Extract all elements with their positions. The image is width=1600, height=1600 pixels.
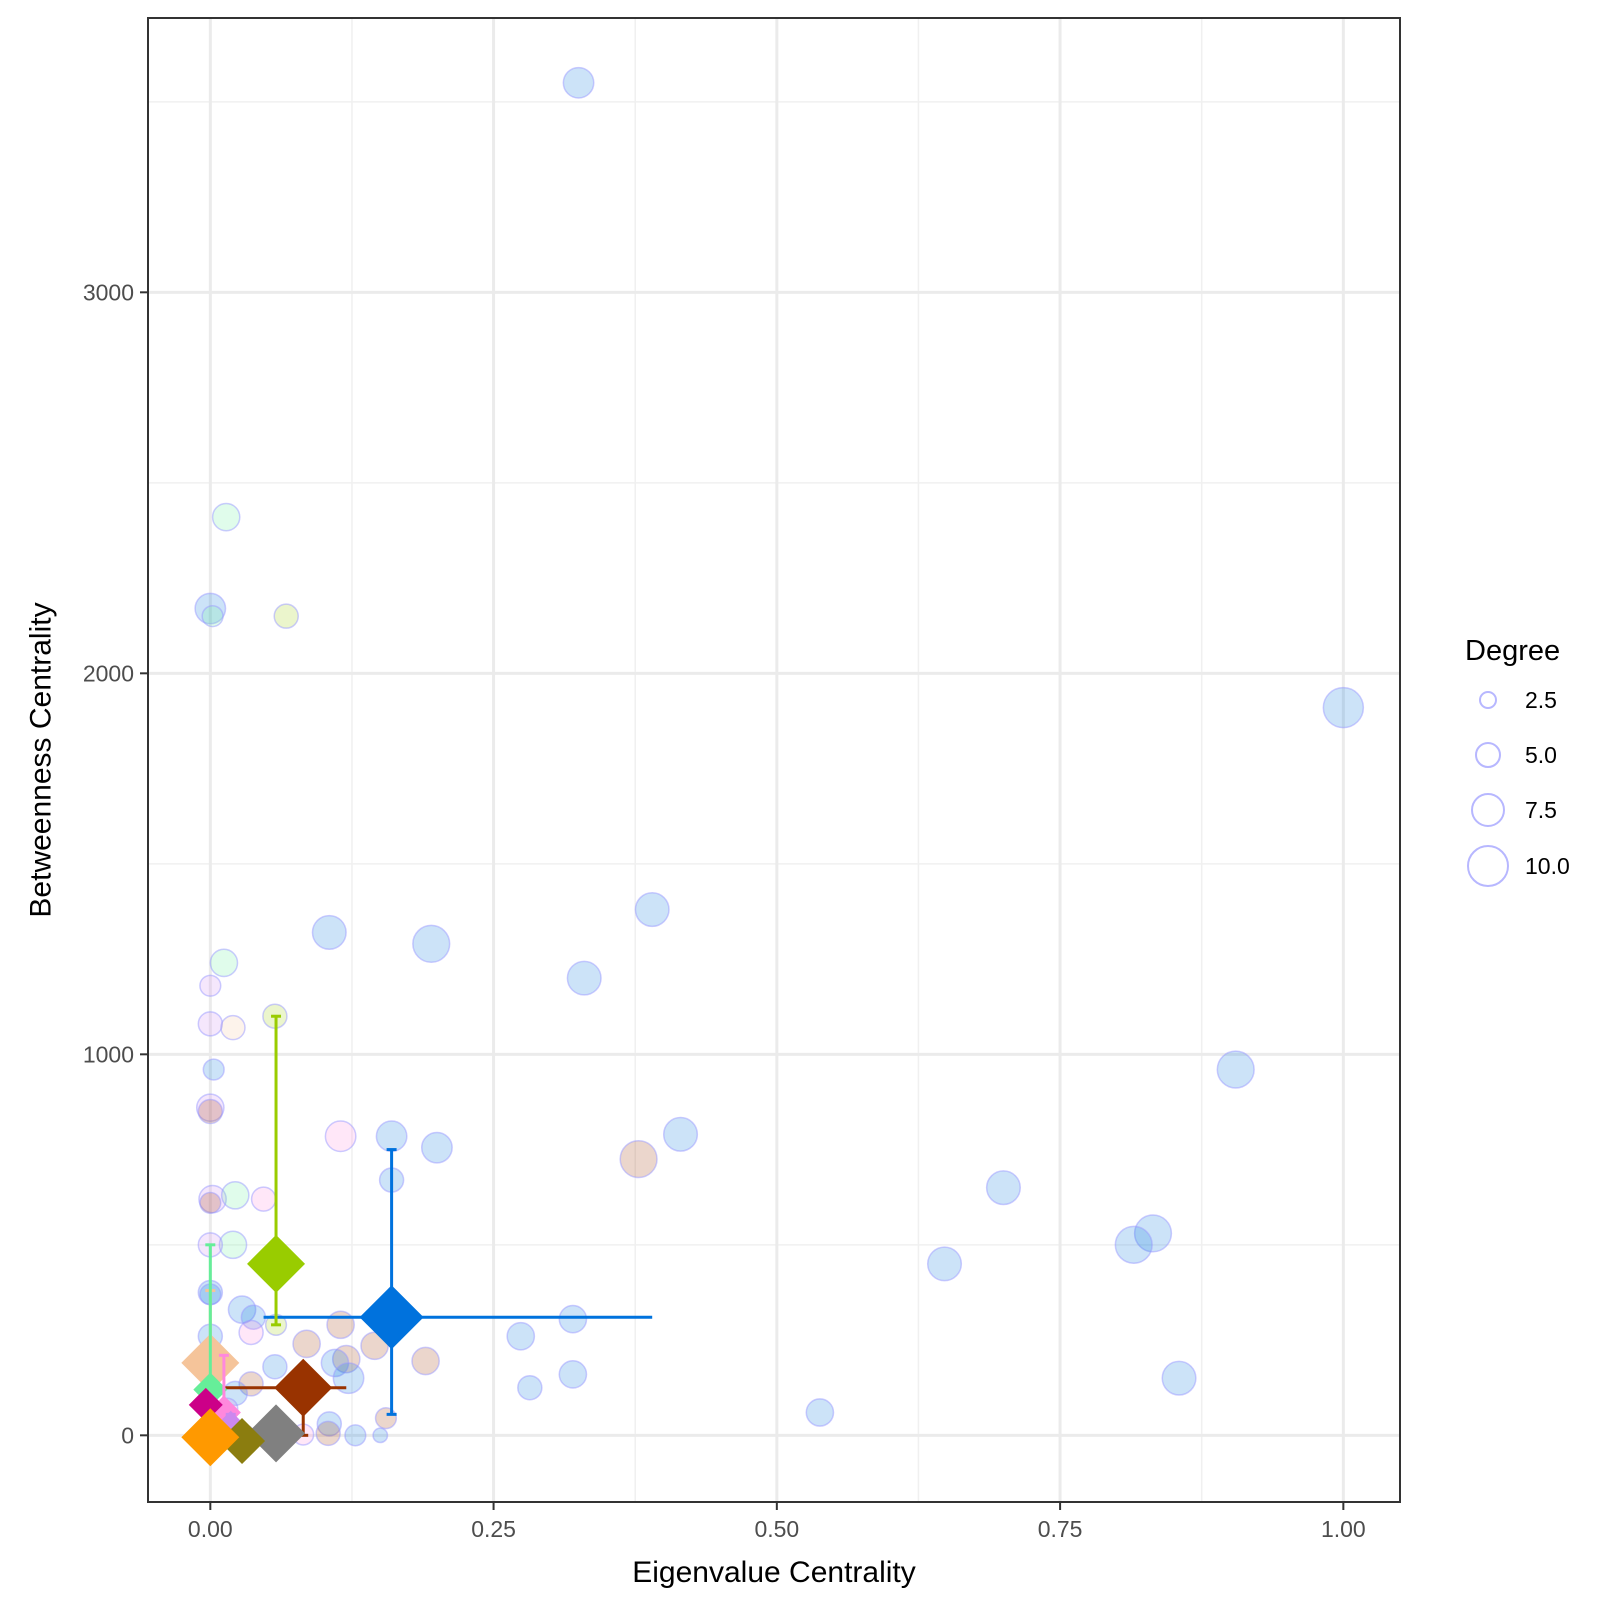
y-tick-label: 1000 bbox=[83, 1041, 134, 1067]
data-point bbox=[562, 66, 595, 99]
data-point bbox=[273, 603, 299, 629]
legend-key-circle bbox=[1471, 793, 1505, 827]
data-point bbox=[238, 1319, 264, 1346]
x-tick-label: 1.00 bbox=[1321, 1516, 1366, 1542]
data-point bbox=[662, 1116, 699, 1152]
x-axis-title: Eigenvalue Centrality bbox=[632, 1556, 916, 1589]
data-point bbox=[1114, 1225, 1153, 1264]
x-tick-label: 0.50 bbox=[754, 1516, 799, 1542]
grid bbox=[148, 18, 1400, 1502]
data-point bbox=[227, 1295, 257, 1324]
data-points bbox=[194, 66, 1365, 1447]
data-point bbox=[926, 1246, 963, 1282]
y-tick-label: 3000 bbox=[83, 279, 134, 305]
data-point bbox=[1133, 1214, 1173, 1253]
data-point bbox=[634, 891, 670, 928]
data-point bbox=[262, 1353, 288, 1380]
data-point bbox=[1161, 1360, 1197, 1396]
data-point bbox=[619, 1139, 658, 1179]
data-point bbox=[197, 1011, 224, 1037]
data-point bbox=[250, 1186, 277, 1212]
data-point bbox=[311, 914, 347, 950]
legend: Degree 2.5 5.0 7.5 10.0 bbox=[1465, 635, 1570, 887]
data-point bbox=[315, 1420, 341, 1447]
group-mean-marker bbox=[359, 1285, 424, 1350]
legend-key-circle bbox=[1475, 742, 1501, 768]
legend-title: Degree bbox=[1465, 635, 1560, 667]
x-tick-label: 0.00 bbox=[188, 1516, 233, 1542]
data-point bbox=[197, 1098, 224, 1125]
legend-label: 5.0 bbox=[1525, 742, 1557, 768]
data-point bbox=[218, 1230, 248, 1260]
data-point bbox=[316, 1411, 343, 1437]
group-mean-marker bbox=[247, 1404, 306, 1463]
x-tick-label: 0.75 bbox=[1038, 1516, 1083, 1542]
data-point bbox=[805, 1398, 835, 1427]
data-point bbox=[211, 502, 241, 532]
data-point bbox=[209, 948, 239, 978]
legend-label: 2.5 bbox=[1525, 687, 1557, 713]
data-point bbox=[201, 605, 224, 628]
data-point bbox=[420, 1131, 453, 1164]
data-point bbox=[344, 1424, 367, 1447]
data-point bbox=[292, 1329, 321, 1359]
group-mean-marker bbox=[274, 1358, 333, 1417]
legend-key-circle bbox=[1467, 845, 1509, 887]
axis-ticks: 0.00 0.25 0.50 0.75 1.00 0 1000 2000 3000 bbox=[83, 279, 1366, 1542]
legend-label: 7.5 bbox=[1525, 797, 1557, 823]
y-axis-title: Betweenness Centrality bbox=[25, 602, 58, 917]
x-tick-label: 0.25 bbox=[471, 1516, 516, 1542]
data-point bbox=[375, 1120, 408, 1153]
data-point bbox=[1322, 686, 1365, 729]
data-point bbox=[558, 1360, 588, 1389]
group-mean-marker bbox=[247, 1234, 306, 1293]
group-means bbox=[181, 1014, 653, 1467]
y-tick-label: 2000 bbox=[83, 660, 134, 686]
data-point bbox=[412, 924, 451, 963]
data-point bbox=[411, 1346, 440, 1376]
data-point bbox=[332, 1362, 365, 1395]
legend-label: 10.0 bbox=[1525, 853, 1570, 879]
data-point bbox=[199, 1191, 222, 1215]
data-point bbox=[374, 1407, 398, 1430]
data-point bbox=[220, 1180, 250, 1210]
group-mean-marker bbox=[181, 1408, 240, 1467]
legend-items: 2.5 5.0 7.5 10.0 bbox=[1467, 687, 1570, 887]
y-tick-label: 0 bbox=[121, 1422, 134, 1448]
data-point bbox=[202, 1058, 225, 1081]
plot-panel-border bbox=[147, 17, 1401, 1503]
data-point bbox=[326, 1310, 355, 1340]
data-point bbox=[324, 1120, 357, 1153]
data-point bbox=[1216, 1050, 1255, 1089]
data-point bbox=[558, 1304, 588, 1334]
data-point bbox=[506, 1321, 536, 1351]
data-point bbox=[199, 974, 222, 997]
legend-key-circle bbox=[1479, 691, 1497, 709]
data-point bbox=[517, 1374, 543, 1401]
data-point bbox=[238, 1371, 264, 1397]
data-point bbox=[220, 1014, 246, 1041]
data-point bbox=[372, 1427, 389, 1444]
data-point bbox=[985, 1170, 1021, 1206]
data-point bbox=[566, 960, 602, 996]
